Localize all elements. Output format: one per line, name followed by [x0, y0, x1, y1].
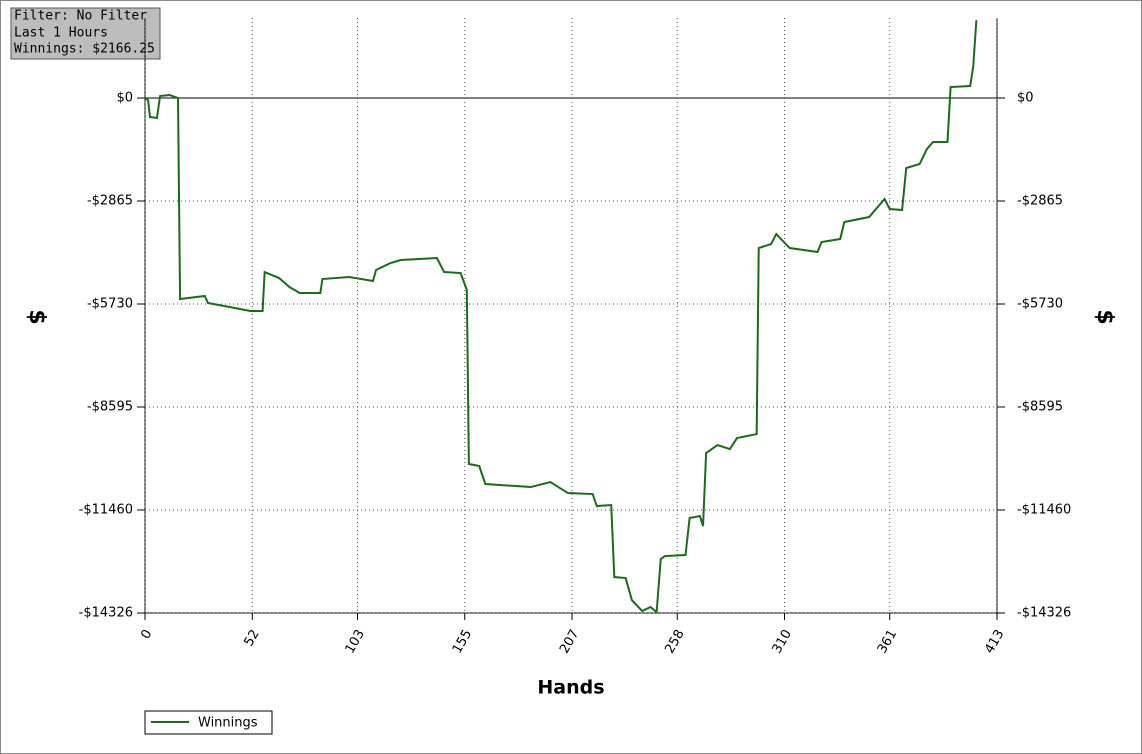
info-winnings: Winnings: $2166.25 — [14, 42, 155, 57]
y-tick-label: -$11460 — [79, 502, 133, 517]
line — [144, 20, 978, 614]
info-box: Filter: No Filter Last 1 Hours Winnings:… — [10, 7, 161, 60]
y-axis-label: $ — [24, 309, 49, 324]
y-tick-label: -$14326 — [79, 606, 133, 621]
y2-tick-label: -$14326 — [1017, 606, 1071, 621]
y-tick-label: -$2865 — [87, 194, 133, 209]
y2-tick-label: -$2865 — [1017, 194, 1063, 209]
y-tick-label: $0 — [116, 91, 133, 106]
legend-box — [144, 710, 273, 735]
x-tick-label: 52 — [242, 627, 263, 649]
y2-axis-label: $ — [1092, 309, 1117, 324]
y2-tick-label: $0 — [1017, 91, 1034, 106]
legend-label: Winnings — [198, 716, 258, 731]
y-tick-label: -$5730 — [87, 296, 133, 311]
info-box-bg — [10, 7, 161, 60]
info-period: Last 1 Hours — [14, 26, 108, 41]
x-axis-label: Hands — [537, 677, 604, 699]
y2-tick-label: -$8595 — [1017, 399, 1063, 414]
info-filter: Filter: No Filter — [14, 9, 147, 24]
y-tick-label: -$8595 — [87, 399, 133, 414]
y2-tick-label: -$11460 — [1017, 502, 1071, 517]
y2-tick-label: -$5730 — [1017, 296, 1063, 311]
